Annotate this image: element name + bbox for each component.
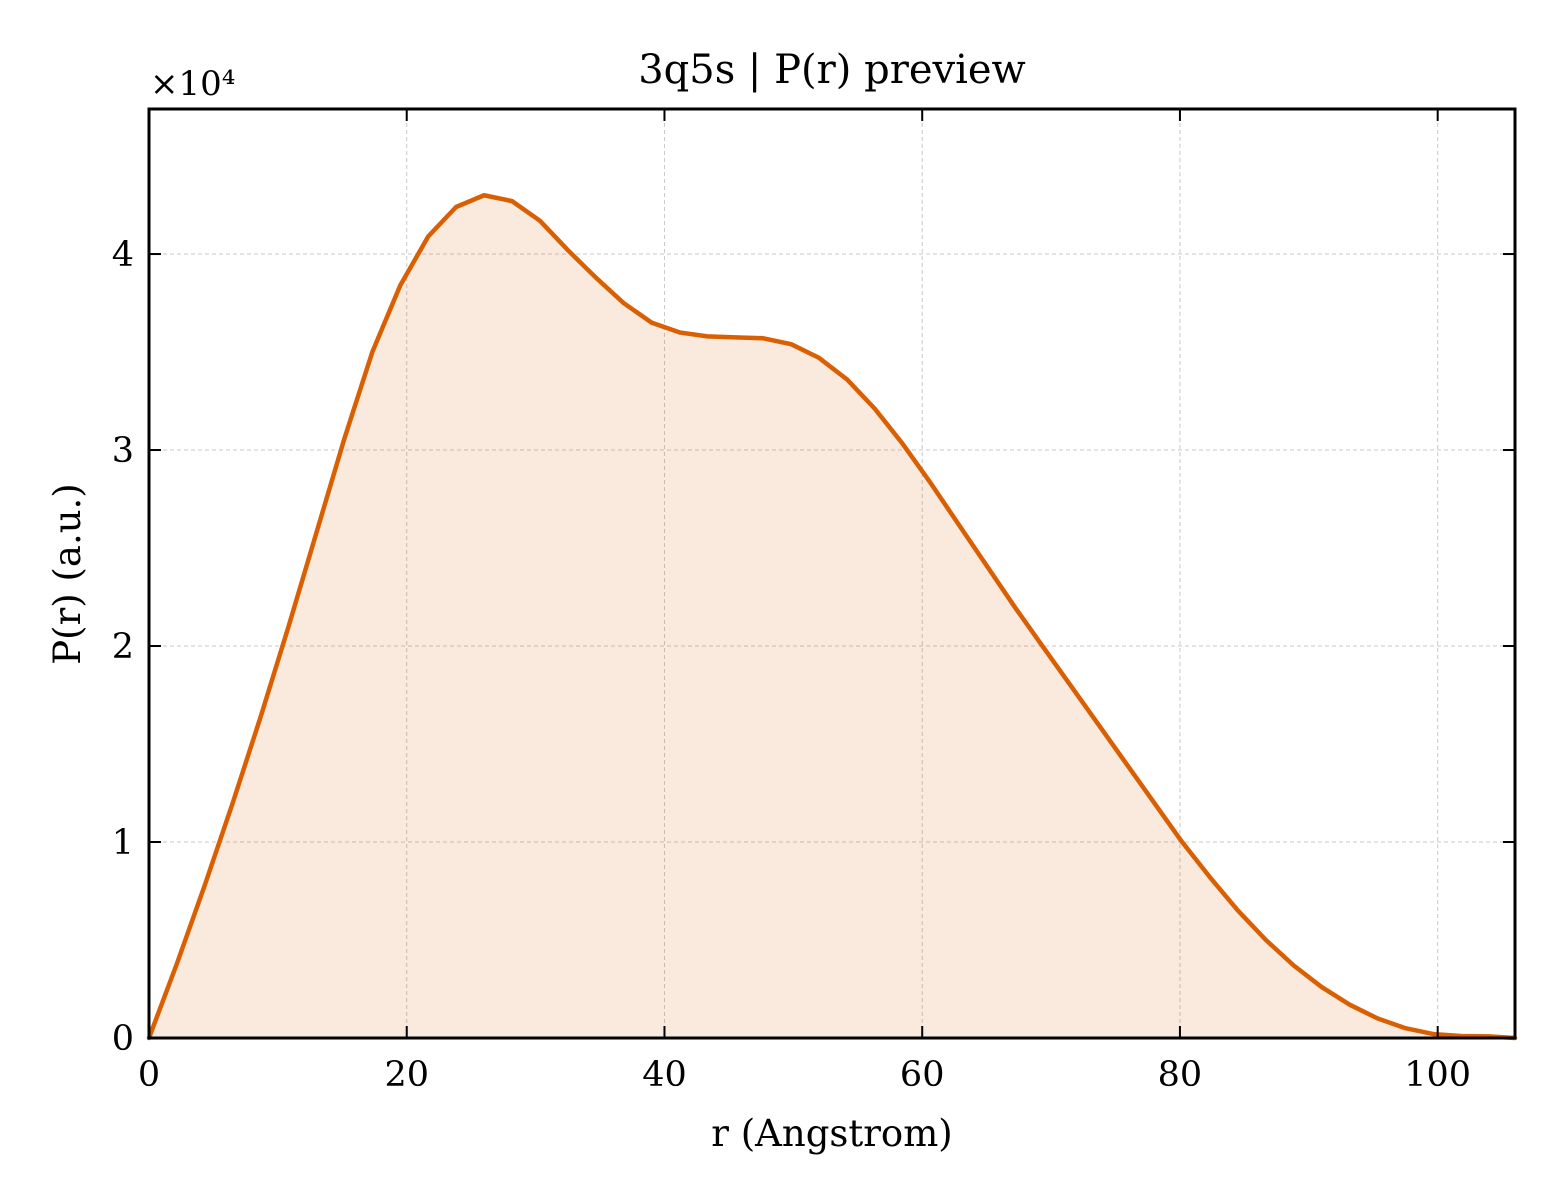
x-tick-label: 40	[642, 1055, 687, 1095]
x-tick-label: 0	[138, 1055, 160, 1095]
plot-frame	[147, 107, 1517, 1040]
x-tick-label: 20	[384, 1055, 429, 1095]
x-axis-label: r (Angstrom)	[711, 1112, 952, 1155]
y-tick-label: 3	[112, 431, 134, 471]
chart-title: 3q5s | P(r) preview	[638, 47, 1026, 93]
y-tick-label: 4	[112, 235, 134, 275]
x-tick-label: 80	[1158, 1055, 1203, 1095]
plot-area	[146, 192, 1518, 1041]
axis-ticks: 0 20 40 60 80 100 0 1 2 3 4	[112, 109, 1515, 1095]
x-tick-label: 100	[1404, 1055, 1471, 1095]
y-tick-label: 1	[112, 823, 134, 863]
series-area	[149, 195, 1515, 1039]
y-axis-label: P(r) (a.u.)	[46, 483, 89, 665]
x-tick-label: 60	[900, 1055, 945, 1095]
grid	[149, 109, 1515, 1038]
y-tick-label: 0	[112, 1019, 134, 1059]
series-line	[146, 192, 1518, 1041]
y-tick-label: 2	[112, 627, 134, 667]
y-offset-label: ×10⁴	[150, 64, 235, 104]
